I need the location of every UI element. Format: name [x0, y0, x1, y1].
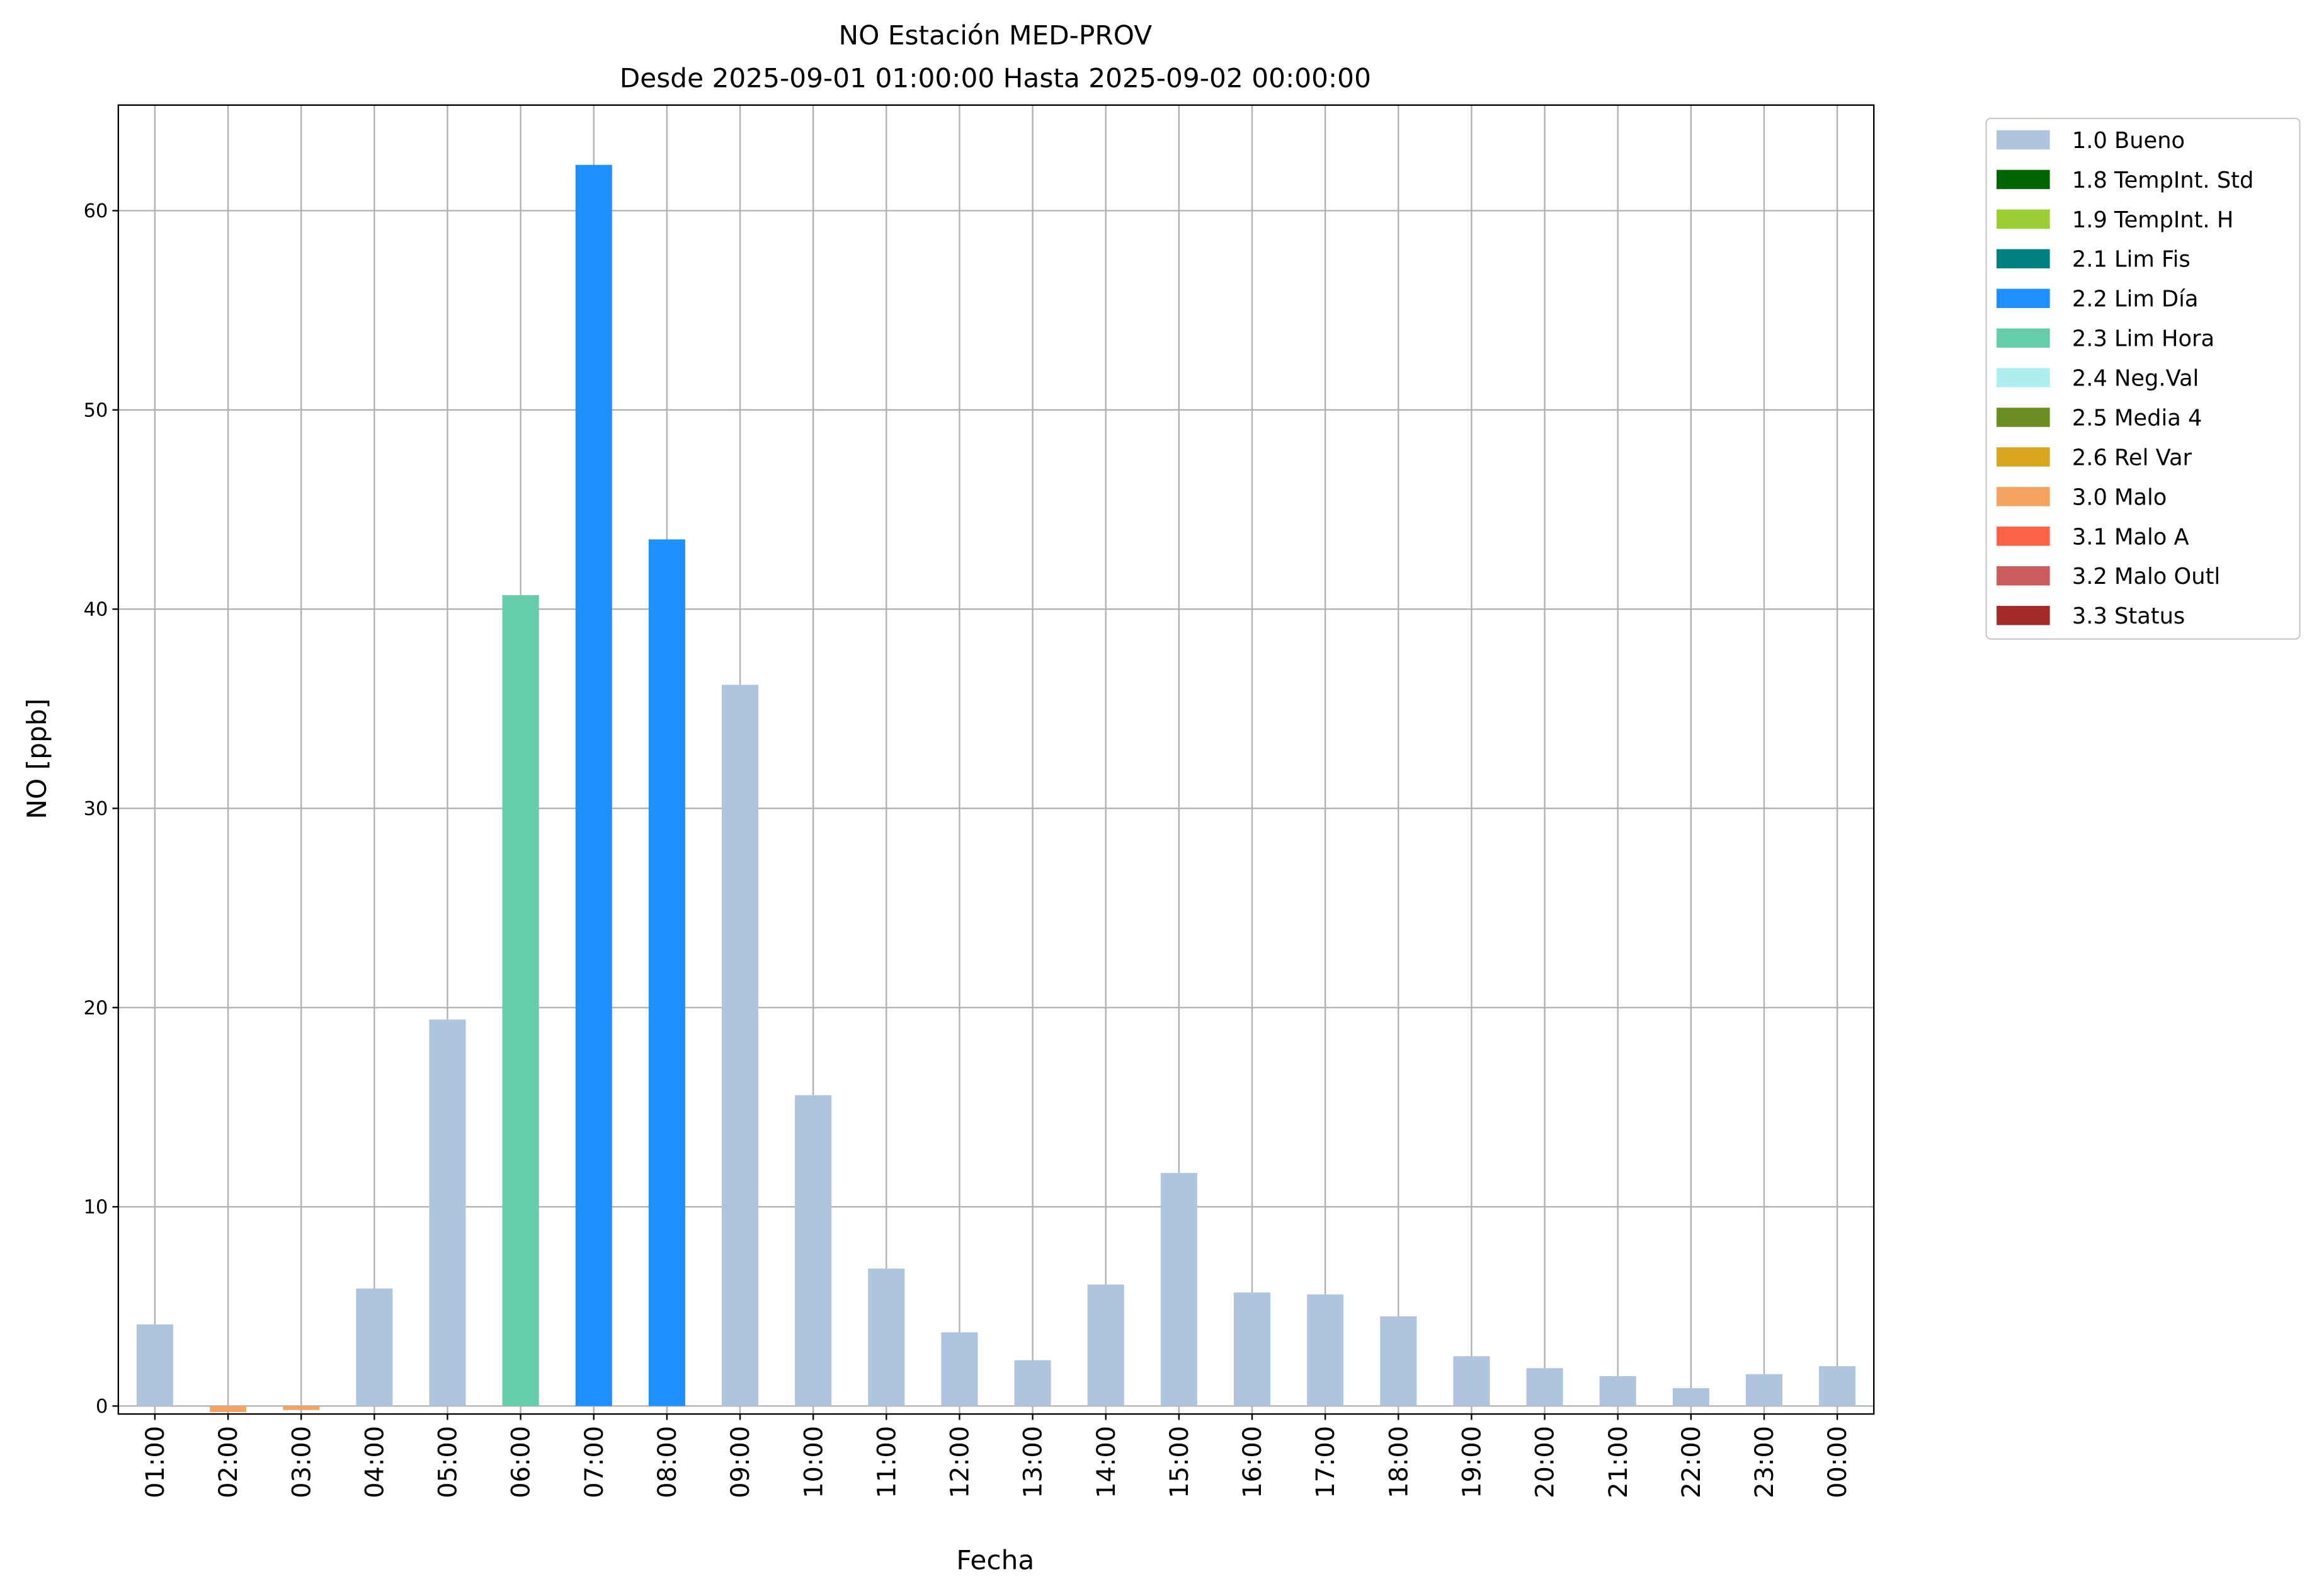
legend-swatch — [1997, 249, 2050, 269]
legend-swatch — [1997, 447, 2050, 467]
x-tick-label: 00:00 — [1823, 1426, 1852, 1498]
y-tick-label: 40 — [84, 599, 108, 621]
legend-swatch — [1997, 368, 2050, 387]
bar — [648, 539, 685, 1406]
legend-swatch — [1997, 288, 2050, 309]
bar — [356, 1288, 393, 1406]
legend-label: 2.1 Lim Fis — [2072, 247, 2191, 273]
x-tick-label: 22:00 — [1677, 1426, 1706, 1498]
legend-swatch — [1997, 487, 2050, 506]
legend-label: 1.0 Bueno — [2072, 128, 2185, 154]
x-tick-label: 07:00 — [580, 1426, 609, 1498]
legend-swatch — [1997, 527, 2050, 546]
bar — [210, 1406, 247, 1412]
legend-swatch — [1997, 328, 2050, 348]
x-tick-label: 17:00 — [1311, 1426, 1340, 1498]
x-tick-label: 19:00 — [1458, 1426, 1487, 1498]
x-tick-label: 13:00 — [1019, 1426, 1048, 1498]
chart-title: NO Estación MED-PROV — [839, 20, 1153, 51]
legend-label: 1.9 TempInt. H — [2072, 207, 2233, 233]
x-tick-label: 15:00 — [1165, 1426, 1194, 1498]
bar — [1307, 1294, 1344, 1406]
x-tick-label: 04:00 — [360, 1426, 389, 1498]
bar — [429, 1019, 466, 1406]
bar — [722, 685, 759, 1406]
x-tick-label: 20:00 — [1531, 1426, 1560, 1498]
bar — [1599, 1376, 1636, 1406]
bar — [1087, 1284, 1124, 1406]
y-axis-label: NO [ppb] — [21, 698, 52, 819]
legend-label: 1.8 TempInt. Std — [2072, 168, 2254, 193]
legend-label: 2.6 Rel Var — [2072, 445, 2192, 470]
x-axis-label: Fecha — [956, 1545, 1034, 1576]
legend-label: 2.4 Neg.Val — [2072, 366, 2199, 392]
x-tick-label: 03:00 — [287, 1426, 316, 1498]
legend-swatch — [1997, 209, 2050, 229]
x-tick-label: 16:00 — [1238, 1426, 1267, 1498]
legend-label: 2.3 Lim Hora — [2072, 326, 2214, 352]
bar — [283, 1406, 320, 1410]
bar — [868, 1268, 905, 1406]
x-tick-label: 21:00 — [1604, 1426, 1633, 1498]
x-tick-label: 08:00 — [653, 1426, 682, 1498]
bar — [502, 595, 539, 1406]
bar — [795, 1095, 832, 1406]
chart-subtitle: Desde 2025-09-01 01:00:00 Hasta 2025-09-… — [620, 63, 1371, 94]
x-tick-label: 02:00 — [214, 1426, 243, 1498]
bar — [1380, 1316, 1417, 1406]
x-tick-label: 18:00 — [1384, 1426, 1413, 1498]
bar — [575, 164, 612, 1406]
legend-swatch — [1997, 566, 2050, 586]
bar — [136, 1324, 173, 1406]
bar — [1160, 1173, 1197, 1406]
legend-swatch — [1997, 408, 2050, 427]
legend-swatch — [1997, 130, 2050, 150]
bar — [1819, 1366, 1856, 1406]
bar — [1745, 1374, 1783, 1406]
legend-label: 2.5 Media 4 — [2072, 405, 2202, 431]
x-tick-label: 23:00 — [1750, 1426, 1779, 1498]
y-tick-label: 0 — [96, 1396, 108, 1418]
legend-frame — [1985, 117, 2301, 640]
y-tick-label: 30 — [84, 798, 108, 820]
bar — [1672, 1388, 1709, 1406]
legend-label: 3.0 Malo — [2072, 484, 2167, 510]
legend-swatch — [1997, 169, 2050, 190]
legend-swatch — [1997, 605, 2050, 625]
x-tick-label: 10:00 — [799, 1426, 828, 1498]
x-tick-label: 05:00 — [434, 1426, 463, 1498]
x-tick-label: 06:00 — [507, 1426, 536, 1498]
y-tick-label: 20 — [84, 997, 108, 1019]
y-tick-label: 10 — [84, 1197, 108, 1219]
x-tick-label: 09:00 — [726, 1426, 755, 1498]
x-tick-label: 14:00 — [1092, 1426, 1121, 1498]
bar — [1014, 1360, 1051, 1406]
legend-label: 2.2 Lim Día — [2072, 287, 2199, 312]
bar — [1526, 1368, 1563, 1406]
x-tick-label: 11:00 — [872, 1426, 901, 1498]
bar — [1453, 1356, 1490, 1406]
x-tick-label: 01:00 — [141, 1426, 170, 1498]
legend-label: 3.3 Status — [2072, 603, 2185, 629]
legend-label: 3.2 Malo Outl — [2072, 564, 2220, 590]
bar — [1233, 1292, 1271, 1406]
plot-frame — [117, 104, 1875, 1415]
x-tick-label: 12:00 — [946, 1426, 975, 1498]
y-tick-label: 60 — [84, 200, 108, 222]
legend-label: 3.1 Malo A — [2072, 524, 2189, 550]
y-tick-label: 50 — [84, 399, 108, 421]
bar — [941, 1332, 978, 1406]
